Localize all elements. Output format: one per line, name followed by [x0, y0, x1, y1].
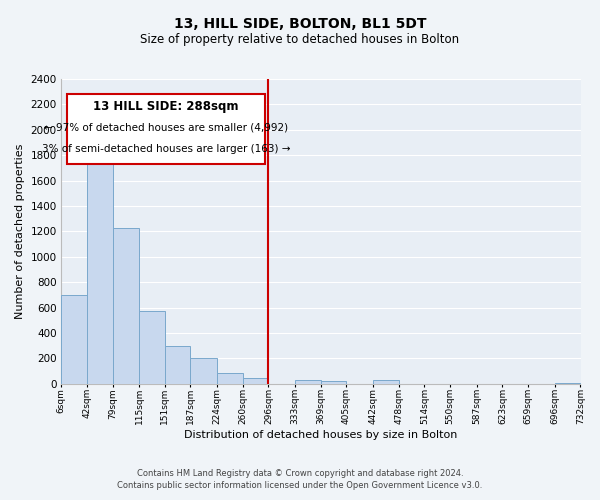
Bar	[373, 380, 399, 384]
Bar	[190, 358, 217, 384]
Text: Contains HM Land Registry data © Crown copyright and database right 2024.: Contains HM Land Registry data © Crown c…	[137, 470, 463, 478]
Bar	[87, 138, 113, 384]
Bar	[217, 373, 243, 384]
Text: 13 HILL SIDE: 288sqm: 13 HILL SIDE: 288sqm	[94, 100, 239, 114]
Text: ← 97% of detached houses are smaller (4,992): ← 97% of detached houses are smaller (4,…	[44, 123, 288, 133]
Bar	[295, 380, 321, 384]
Y-axis label: Number of detached properties: Number of detached properties	[15, 144, 25, 319]
Bar	[61, 295, 87, 384]
X-axis label: Distribution of detached houses by size in Bolton: Distribution of detached houses by size …	[184, 430, 457, 440]
Text: Contains public sector information licensed under the Open Government Licence v3: Contains public sector information licen…	[118, 482, 482, 490]
Text: 13, HILL SIDE, BOLTON, BL1 5DT: 13, HILL SIDE, BOLTON, BL1 5DT	[174, 18, 426, 32]
Bar	[139, 311, 165, 384]
Bar	[113, 228, 139, 384]
Text: Size of property relative to detached houses in Bolton: Size of property relative to detached ho…	[140, 32, 460, 46]
Bar	[555, 382, 580, 384]
Bar	[321, 382, 346, 384]
Text: 3% of semi-detached houses are larger (163) →: 3% of semi-detached houses are larger (1…	[42, 144, 290, 154]
Bar	[165, 346, 190, 384]
Bar	[243, 378, 268, 384]
